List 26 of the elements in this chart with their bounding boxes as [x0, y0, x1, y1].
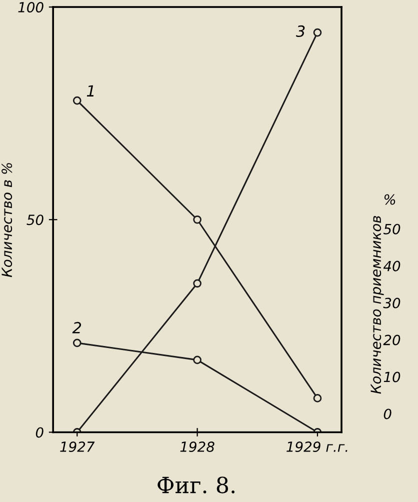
point [313, 394, 322, 402]
y2-tick-label: 50 [383, 224, 400, 234]
y-tick-label: 0 [36, 427, 44, 438]
point [193, 215, 202, 224]
x-tick-label: 1927 [60, 441, 95, 452]
y2-tick-label: 30 [383, 298, 400, 308]
text: Фиг. 8. [158, 476, 234, 494]
y2-tick-label: 0 [384, 408, 392, 420]
x-tick-label: 1929 г.г. [286, 441, 348, 452]
series-label: 1 [86, 85, 94, 96]
y2-tick-label: 10 [384, 372, 400, 382]
y2-axis-title: Количество приемников [370, 216, 384, 394]
point [72, 96, 82, 105]
y-tick-label: 100 [18, 2, 44, 12]
y-tick-label: 50 [26, 214, 44, 226]
point [313, 28, 322, 37]
point [72, 338, 82, 348]
y2-tick-label: 20 [383, 334, 400, 346]
point [193, 279, 202, 288]
x-tick-label: 1928 [180, 441, 214, 452]
y2-tick-label: 40 [383, 260, 400, 272]
point [193, 356, 202, 364]
series-label: 3 [296, 25, 305, 37]
series-label: 2 [72, 322, 82, 334]
y2-tick-label: % [384, 194, 396, 205]
y-axis-title: Количество в % [2, 163, 12, 278]
